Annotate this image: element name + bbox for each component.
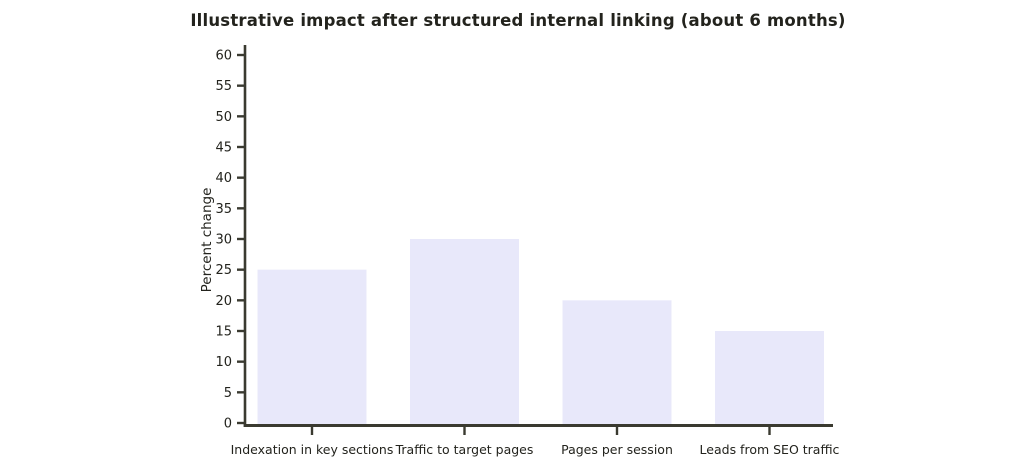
x-category-label: Traffic to target pages <box>395 442 534 457</box>
y-tick-label: 45 <box>215 141 232 156</box>
y-tick-label: 15 <box>215 325 232 340</box>
y-tick-label: 0 <box>224 417 232 432</box>
y-tick-label: 40 <box>215 171 232 186</box>
x-category-label: Indexation in key sections <box>231 442 394 457</box>
y-tick-label: 50 <box>215 110 232 125</box>
bar <box>715 331 824 426</box>
y-tick-label: 55 <box>215 79 232 94</box>
y-tick-label: 5 <box>224 386 232 401</box>
chart-title: Illustrative impact after structured int… <box>190 11 846 30</box>
bar <box>410 239 519 426</box>
bar <box>257 269 367 426</box>
y-tick-label: 60 <box>215 49 232 64</box>
y-tick-label: 20 <box>215 294 232 309</box>
x-category-label: Leads from SEO traffic <box>700 442 840 457</box>
x-category-label: Pages per session <box>561 442 673 457</box>
bar <box>562 300 672 426</box>
y-tick-label: 35 <box>215 202 232 217</box>
y-tick-label: 25 <box>215 263 232 278</box>
y-tick-label: 10 <box>215 355 232 370</box>
y-tick-label: 30 <box>215 233 232 248</box>
